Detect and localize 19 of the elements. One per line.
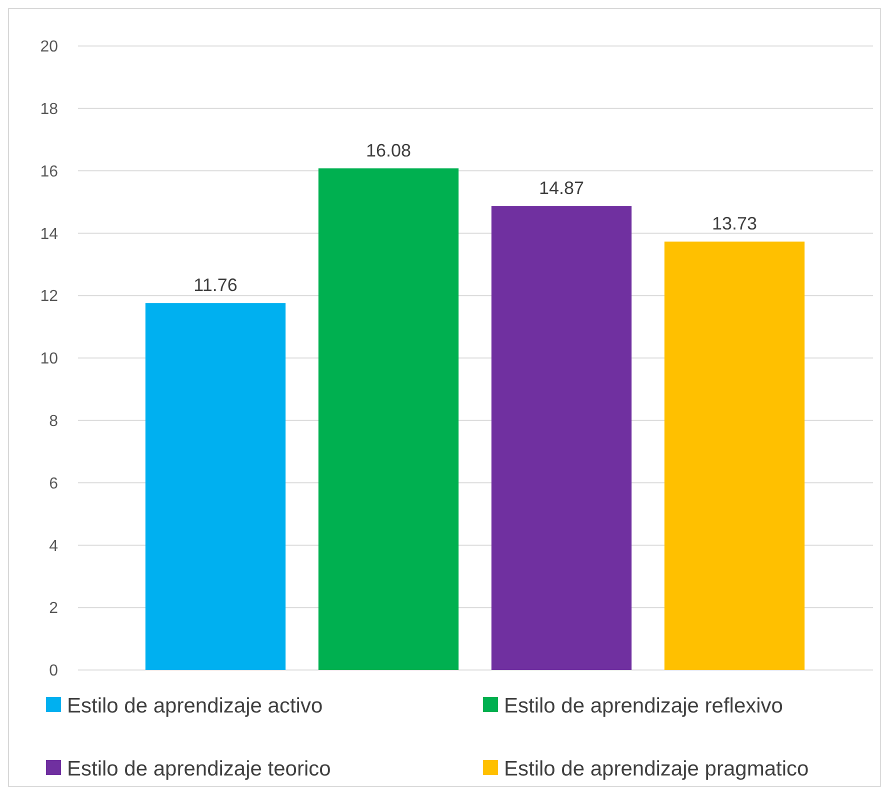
legend-label: Estilo de aprendizaje teorico	[67, 757, 331, 780]
data-label: 16.08	[366, 140, 412, 160]
y-tick-label: 10	[40, 350, 58, 368]
legend-label: Estilo de aprendizaje activo	[67, 694, 323, 718]
legend-label: Estilo de aprendizaje reflexivo	[504, 694, 783, 718]
y-tick-label: 18	[40, 101, 58, 118]
data-label: 11.76	[194, 275, 238, 296]
data-label: 14.87	[538, 178, 584, 198]
y-tick-label: 4	[49, 538, 58, 555]
data-label: 13.73	[712, 214, 758, 234]
y-tick-label: 14	[40, 226, 58, 243]
legend-label: Estilo de aprendizaje pragmatico	[504, 757, 809, 780]
y-tick-label: 12	[40, 288, 58, 306]
y-tick-label: 8	[49, 413, 58, 430]
y-tick-label: 20	[40, 38, 58, 56]
y-tick-label: 2	[49, 600, 58, 618]
y-tick-label: 16	[40, 163, 58, 180]
y-tick-label: 6	[49, 475, 58, 492]
y-tick-label: 0	[49, 662, 58, 680]
